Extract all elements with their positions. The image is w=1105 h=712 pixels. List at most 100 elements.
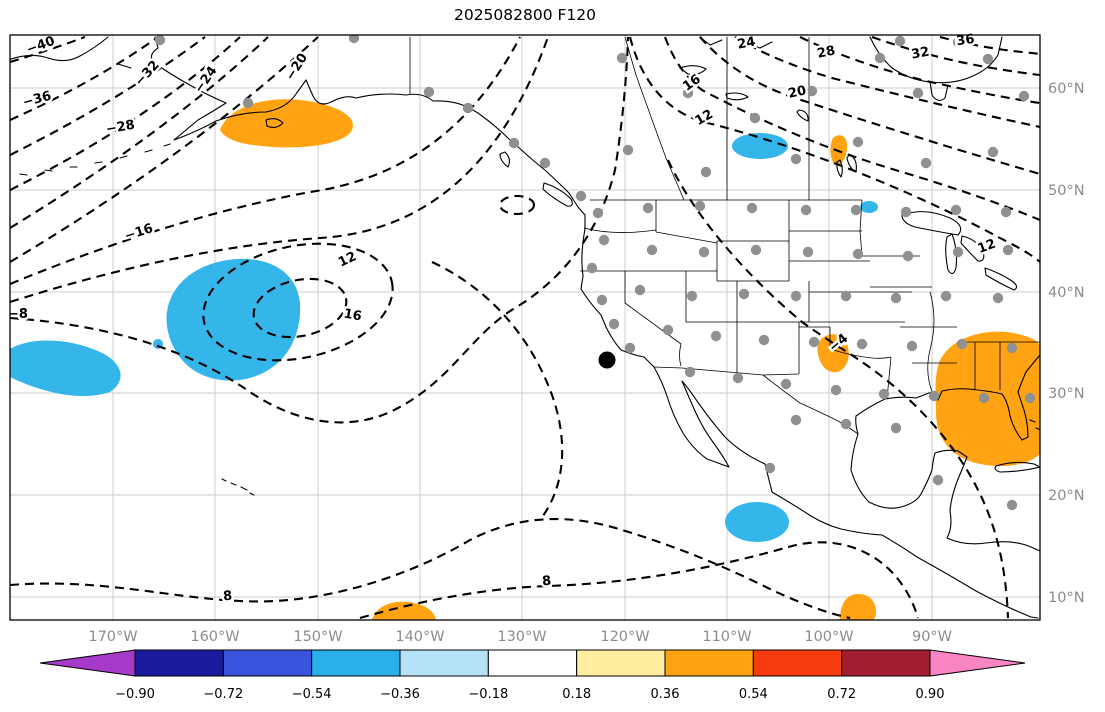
state-borders bbox=[409, 36, 1040, 435]
contour-label: 8 bbox=[542, 574, 552, 590]
colorbar: −0.90 −0.72 −0.54 −0.36 −0.18 0.18 0.36 0.54 0.7… bbox=[39, 649, 1026, 702]
station-dot bbox=[750, 244, 762, 256]
station-dot bbox=[978, 392, 990, 404]
contour-label: 12 bbox=[976, 237, 998, 257]
colorbar-over-arrow bbox=[929, 649, 1026, 677]
lat-tick-label: 60°N bbox=[1048, 81, 1085, 97]
station-dot bbox=[928, 390, 940, 402]
station-dot bbox=[1018, 90, 1030, 102]
station-dot bbox=[616, 52, 628, 64]
anomaly-shading bbox=[10, 99, 1040, 620]
contour-label: −28 bbox=[105, 118, 136, 138]
colorbar-segment bbox=[664, 649, 754, 677]
lon-tick-label: 140°W bbox=[395, 629, 444, 645]
latitude-tick-labels: 60°N 50°N 40°N 30°N 20°N 10°N bbox=[1048, 81, 1085, 606]
station-dot bbox=[790, 290, 802, 302]
colorbar-tick-label: −0.18 bbox=[468, 687, 508, 702]
station-dot bbox=[423, 86, 435, 98]
station-dot bbox=[900, 206, 912, 218]
station-dot bbox=[1006, 499, 1018, 511]
station-dot bbox=[902, 250, 914, 262]
station-dot bbox=[592, 207, 604, 219]
station-dot bbox=[1024, 392, 1036, 404]
station-dot bbox=[808, 336, 820, 348]
station-dot bbox=[596, 294, 608, 306]
station-dot bbox=[920, 157, 932, 169]
contour-label: 24 bbox=[736, 35, 756, 53]
station-dot bbox=[698, 246, 710, 258]
lon-tick-label: 170°W bbox=[88, 629, 137, 645]
lat-tick-label: 10°N bbox=[1048, 590, 1085, 606]
lat-tick-label: 30°N bbox=[1048, 386, 1085, 402]
colorbar-tick-label: −0.72 bbox=[203, 687, 243, 702]
station-dot bbox=[622, 144, 634, 156]
colorbar-segment bbox=[134, 649, 224, 677]
station-dot bbox=[780, 378, 792, 390]
station-dot bbox=[575, 190, 587, 202]
contour-label: −24 bbox=[192, 64, 221, 96]
station-dot bbox=[952, 246, 964, 258]
anomaly-positive-region bbox=[372, 601, 436, 620]
station-dot bbox=[462, 102, 474, 114]
station-dot bbox=[878, 388, 890, 400]
station-dot bbox=[154, 35, 166, 46]
station-dot bbox=[738, 288, 750, 300]
station-dot bbox=[684, 366, 696, 378]
colorbar-tick-label: −0.36 bbox=[380, 687, 420, 702]
station-dot bbox=[682, 87, 694, 99]
station-dot bbox=[992, 292, 1004, 304]
station-dot bbox=[746, 202, 758, 214]
station-dot bbox=[800, 204, 812, 216]
lon-tick-label: 90°W bbox=[912, 629, 952, 645]
anomaly-negative-region bbox=[732, 133, 788, 159]
contour-label: 16 bbox=[342, 307, 362, 325]
station-dot bbox=[950, 204, 962, 216]
colorbar-tick-label: 0.36 bbox=[651, 687, 680, 702]
colorbar-segment bbox=[752, 649, 843, 677]
lon-tick-label: 160°W bbox=[190, 629, 239, 645]
station-dot bbox=[956, 338, 968, 350]
station-dot bbox=[646, 244, 658, 256]
station-dot bbox=[1002, 244, 1014, 256]
colorbar-segment bbox=[399, 649, 489, 677]
contour-label: 32 bbox=[910, 45, 930, 63]
station-dot bbox=[598, 234, 610, 246]
station-dot bbox=[642, 202, 654, 214]
lon-tick-label: 130°W bbox=[497, 629, 546, 645]
plot-frame bbox=[9, 34, 1041, 621]
station-dot bbox=[840, 418, 852, 430]
station-dot bbox=[700, 166, 712, 178]
contour-lines bbox=[10, 35, 1040, 620]
lon-tick-label: 110°W bbox=[702, 629, 751, 645]
station-dot bbox=[710, 330, 722, 342]
station-dot bbox=[694, 200, 706, 212]
station-dot bbox=[686, 290, 698, 302]
anomaly-negative-region bbox=[725, 502, 789, 542]
station-dot bbox=[912, 87, 924, 99]
colorbar-under-arrow bbox=[39, 649, 136, 677]
station-dot bbox=[852, 136, 864, 148]
lat-tick-label: 40°N bbox=[1048, 285, 1085, 301]
station-dot bbox=[348, 35, 360, 44]
station-dot bbox=[890, 422, 902, 434]
lat-tick-label: 50°N bbox=[1048, 183, 1085, 199]
station-dot bbox=[932, 474, 944, 486]
anomaly-positive-region bbox=[840, 594, 876, 620]
station-dot bbox=[840, 290, 852, 302]
contour-label: 20 bbox=[787, 83, 808, 101]
contour-label: 12 bbox=[336, 249, 359, 270]
lon-tick-label: 120°W bbox=[600, 629, 649, 645]
station-dot bbox=[982, 53, 994, 65]
station-dot bbox=[906, 340, 918, 352]
station-dot bbox=[940, 290, 952, 302]
station-dot bbox=[732, 372, 744, 384]
station-dot bbox=[856, 338, 868, 350]
station-dot bbox=[874, 52, 886, 64]
colorbar-segment bbox=[576, 649, 666, 677]
station-dot bbox=[764, 462, 776, 474]
colorbar-tick-label: −0.90 bbox=[115, 687, 155, 702]
colorbar-tick-label: 0.90 bbox=[916, 687, 945, 702]
